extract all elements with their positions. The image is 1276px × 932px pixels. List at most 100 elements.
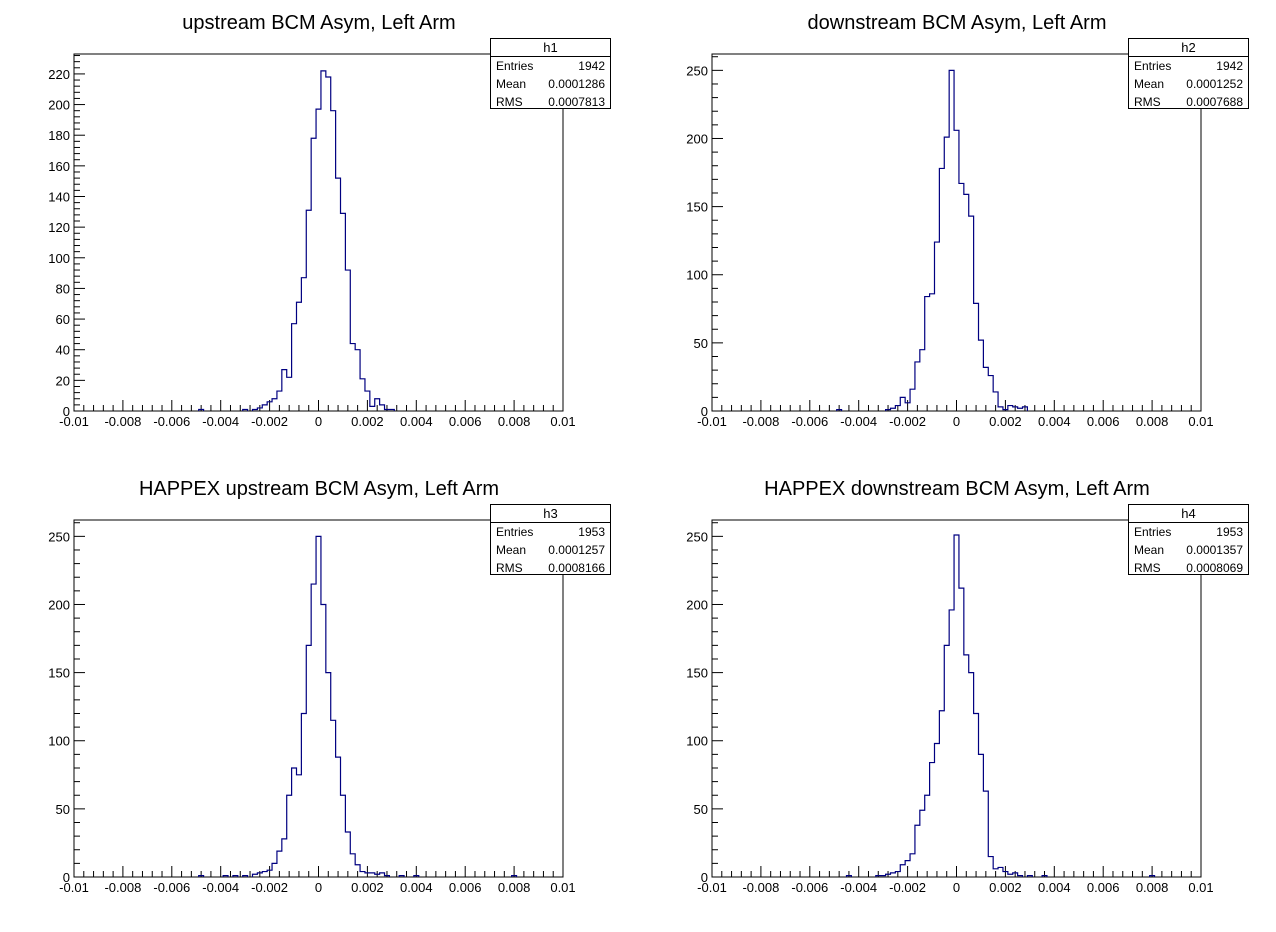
histogram-bin <box>380 405 385 411</box>
histogram-bin <box>930 763 935 877</box>
histogram-bin <box>890 873 895 877</box>
y-tick-label: 0 <box>63 404 70 419</box>
panel-2-title: downstream BCM Asym, Left Arm <box>807 12 1107 34</box>
y-tick-label: 50 <box>694 802 708 817</box>
histogram-bin <box>301 713 306 877</box>
histogram-bin <box>954 535 959 877</box>
histogram-bin <box>311 584 316 877</box>
histogram-bin <box>316 536 321 877</box>
histogram-bin <box>988 857 993 877</box>
histogram-bin <box>983 791 988 877</box>
histogram-bin <box>350 854 355 877</box>
histogram-bin <box>1008 406 1013 411</box>
histogram-bin <box>934 242 939 411</box>
rms-label: RMS <box>496 561 523 575</box>
histogram-bin <box>920 810 925 877</box>
entries-value: 1942 <box>1216 59 1243 73</box>
stats-box-h3: h3 Entries 1953 Mean 0.0001257 RMS 0.000816… <box>490 504 611 575</box>
x-tick-label: 0.004 <box>400 414 433 429</box>
histogram-bin <box>306 645 311 877</box>
y-tick-label: 220 <box>48 67 70 82</box>
histogram-bin <box>282 839 287 877</box>
stats-box-h1: h1 Entries 1942 Mean 0.0001286 RMS 0.000781… <box>490 38 611 109</box>
y-tick-label: 50 <box>56 802 70 817</box>
x-tick-label: -0.004 <box>840 880 877 895</box>
histogram-bin <box>949 70 954 411</box>
histogram-bin <box>930 294 935 411</box>
x-tick-label: -0.01 <box>697 880 727 895</box>
histogram-bin <box>336 757 341 877</box>
histogram-bin <box>282 370 287 411</box>
histogram-bin <box>900 865 905 877</box>
histogram-bin <box>969 216 974 411</box>
y-tick-label: 150 <box>686 200 708 215</box>
histogram-bin <box>287 795 292 877</box>
histogram-bin <box>925 297 930 411</box>
rms-value: 0.0008069 <box>1186 561 1243 575</box>
x-tick-label: 0.01 <box>1188 880 1213 895</box>
histogram-bin <box>910 854 915 877</box>
histogram-bin <box>954 130 959 411</box>
y-tick-label: 150 <box>686 666 708 681</box>
y-tick-label: 200 <box>48 98 70 113</box>
histogram-bin <box>326 77 331 411</box>
histogram-bin <box>969 673 974 877</box>
y-tick-label: 20 <box>56 373 70 388</box>
x-tick-label: 0.01 <box>1188 414 1213 429</box>
histogram-bin <box>350 344 355 411</box>
x-tick-label: -0.006 <box>153 880 190 895</box>
y-tick-label: 100 <box>48 251 70 266</box>
entries-label: Entries <box>1134 59 1172 73</box>
histogram-bin <box>998 867 1003 877</box>
histogram-bin <box>998 407 1003 411</box>
histogram-bin <box>272 863 277 877</box>
histogram-bin <box>934 743 939 877</box>
y-tick-label: 0 <box>701 404 708 419</box>
histogram-bin <box>355 350 360 411</box>
histogram-bin <box>326 673 331 877</box>
x-tick-label: -0.008 <box>742 880 779 895</box>
histogram-line <box>198 70 395 411</box>
y-tick-label: 250 <box>686 63 708 78</box>
mean-label: Mean <box>1134 543 1165 557</box>
y-tick-label: 0 <box>701 870 708 885</box>
x-tick-label: 0.002 <box>989 880 1022 895</box>
y-tick-label: 200 <box>48 597 70 612</box>
histogram-bin <box>964 194 969 411</box>
stats-name: h3 <box>491 505 610 523</box>
histogram-bin <box>974 303 979 411</box>
y-tick-label: 250 <box>686 529 708 544</box>
histogram-bin <box>345 832 350 877</box>
histogram-bin <box>296 302 301 411</box>
mean-label: Mean <box>496 543 527 557</box>
histogram-bin <box>915 362 920 411</box>
histogram-bin <box>988 376 993 411</box>
entries-value: 1953 <box>578 525 605 539</box>
mean-value: 0.0001252 <box>1186 77 1243 91</box>
x-tick-label: -0.01 <box>697 414 727 429</box>
x-tick-label: -0.004 <box>840 414 877 429</box>
histogram-bin <box>983 367 988 411</box>
x-tick-label: -0.002 <box>251 414 288 429</box>
x-tick-label: -0.008 <box>104 880 141 895</box>
rms-value: 0.0007688 <box>1186 95 1243 109</box>
x-tick-label: -0.01 <box>59 414 89 429</box>
histogram-bin <box>296 775 301 877</box>
entries-value: 1953 <box>1216 525 1243 539</box>
x-tick-label: -0.002 <box>251 880 288 895</box>
x-tick-label: 0.002 <box>989 414 1022 429</box>
x-tick-label: 0 <box>315 880 322 895</box>
histogram-bin <box>974 713 979 877</box>
mean-value: 0.0001257 <box>548 543 605 557</box>
y-tick-label: 200 <box>686 597 708 612</box>
histogram-bin <box>920 350 925 411</box>
x-tick-label: -0.006 <box>791 880 828 895</box>
y-tick-label: 140 <box>48 189 70 204</box>
x-tick-label: 0.008 <box>498 414 531 429</box>
histogram-bin <box>262 872 267 877</box>
x-tick-label: -0.002 <box>889 880 926 895</box>
x-tick-label: 0 <box>315 414 322 429</box>
histogram-bin <box>341 795 346 877</box>
histogram-line <box>198 535 518 877</box>
y-tick-label: 160 <box>48 159 70 174</box>
